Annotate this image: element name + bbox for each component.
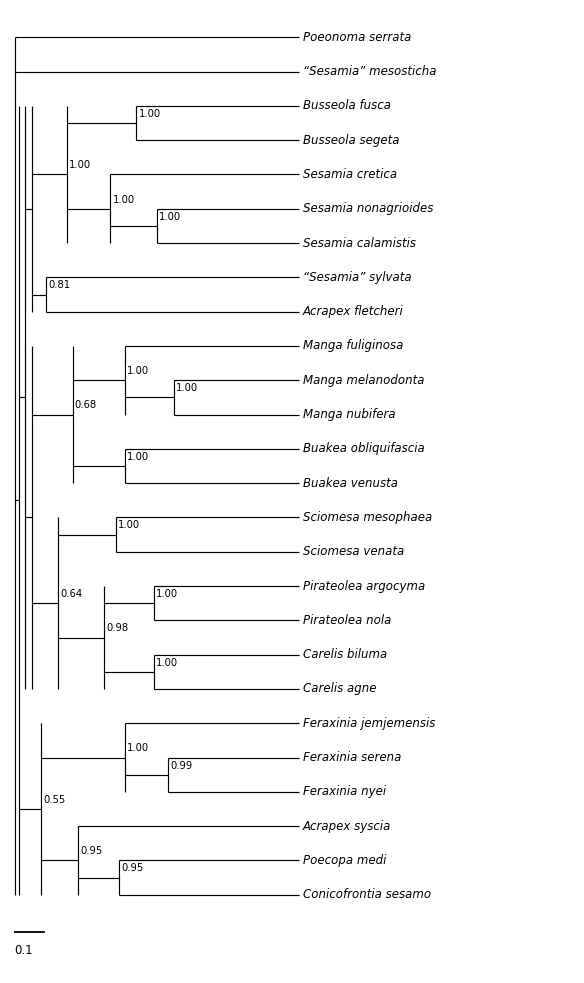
Text: 1.00: 1.00 <box>159 211 181 222</box>
Text: 1.00: 1.00 <box>138 109 161 119</box>
Text: Busseola fusca: Busseola fusca <box>303 99 391 112</box>
Text: 0.55: 0.55 <box>43 795 65 805</box>
Text: Sciomesa venata: Sciomesa venata <box>303 546 404 558</box>
Text: 1.00: 1.00 <box>127 743 149 753</box>
Text: 0.81: 0.81 <box>48 280 71 290</box>
Text: 0.98: 0.98 <box>107 623 129 633</box>
Text: 1.00: 1.00 <box>156 589 178 599</box>
Text: Feraxinia serena: Feraxinia serena <box>303 751 401 764</box>
Text: Carelis agne: Carelis agne <box>303 682 377 695</box>
Text: Manga fuliginosa: Manga fuliginosa <box>303 339 404 353</box>
Text: 1.00: 1.00 <box>156 658 178 667</box>
Text: 0.95: 0.95 <box>81 846 103 856</box>
Text: Sesamia calamistis: Sesamia calamistis <box>303 237 416 250</box>
Text: Feraxinia jemjemensis: Feraxinia jemjemensis <box>303 717 436 729</box>
Text: 0.64: 0.64 <box>60 589 82 599</box>
Text: Poecopa medi: Poecopa medi <box>303 854 387 867</box>
Text: Acrapex fletcheri: Acrapex fletcheri <box>303 305 404 318</box>
Text: Buakea obliquifascia: Buakea obliquifascia <box>303 442 425 455</box>
Text: Conicofrontia sesamo: Conicofrontia sesamo <box>303 889 431 901</box>
Text: 1.00: 1.00 <box>127 452 149 462</box>
Text: Manga nubifera: Manga nubifera <box>303 408 396 421</box>
Text: Sciomesa mesophaea: Sciomesa mesophaea <box>303 511 432 524</box>
Text: “Sesamia” sylvata: “Sesamia” sylvata <box>303 271 412 284</box>
Text: “Sesamia” mesosticha: “Sesamia” mesosticha <box>303 65 437 78</box>
Text: 1.00: 1.00 <box>119 520 141 531</box>
Text: Busseola segeta: Busseola segeta <box>303 134 399 146</box>
Text: 1.00: 1.00 <box>127 366 149 376</box>
Text: Buakea venusta: Buakea venusta <box>303 477 398 490</box>
Text: Pirateolea nola: Pirateolea nola <box>303 613 391 627</box>
Text: 0.95: 0.95 <box>121 863 144 874</box>
Text: Manga melanodonta: Manga melanodonta <box>303 374 425 386</box>
Text: Feraxinia nyei: Feraxinia nyei <box>303 785 386 798</box>
Text: 1.00: 1.00 <box>176 383 199 393</box>
Text: 0.1: 0.1 <box>15 945 33 957</box>
Text: Pirateolea argocyma: Pirateolea argocyma <box>303 580 425 593</box>
Text: 0.99: 0.99 <box>171 761 193 771</box>
Text: 1.00: 1.00 <box>69 160 91 170</box>
Text: Sesamia cretica: Sesamia cretica <box>303 168 397 181</box>
Text: Sesamia nonagrioides: Sesamia nonagrioides <box>303 202 433 215</box>
Text: 0.68: 0.68 <box>75 400 97 411</box>
Text: 1.00: 1.00 <box>113 195 135 204</box>
Text: Poeonoma serrata: Poeonoma serrata <box>303 30 411 44</box>
Text: Carelis biluma: Carelis biluma <box>303 648 387 662</box>
Text: Acrapex syscia: Acrapex syscia <box>303 820 391 833</box>
